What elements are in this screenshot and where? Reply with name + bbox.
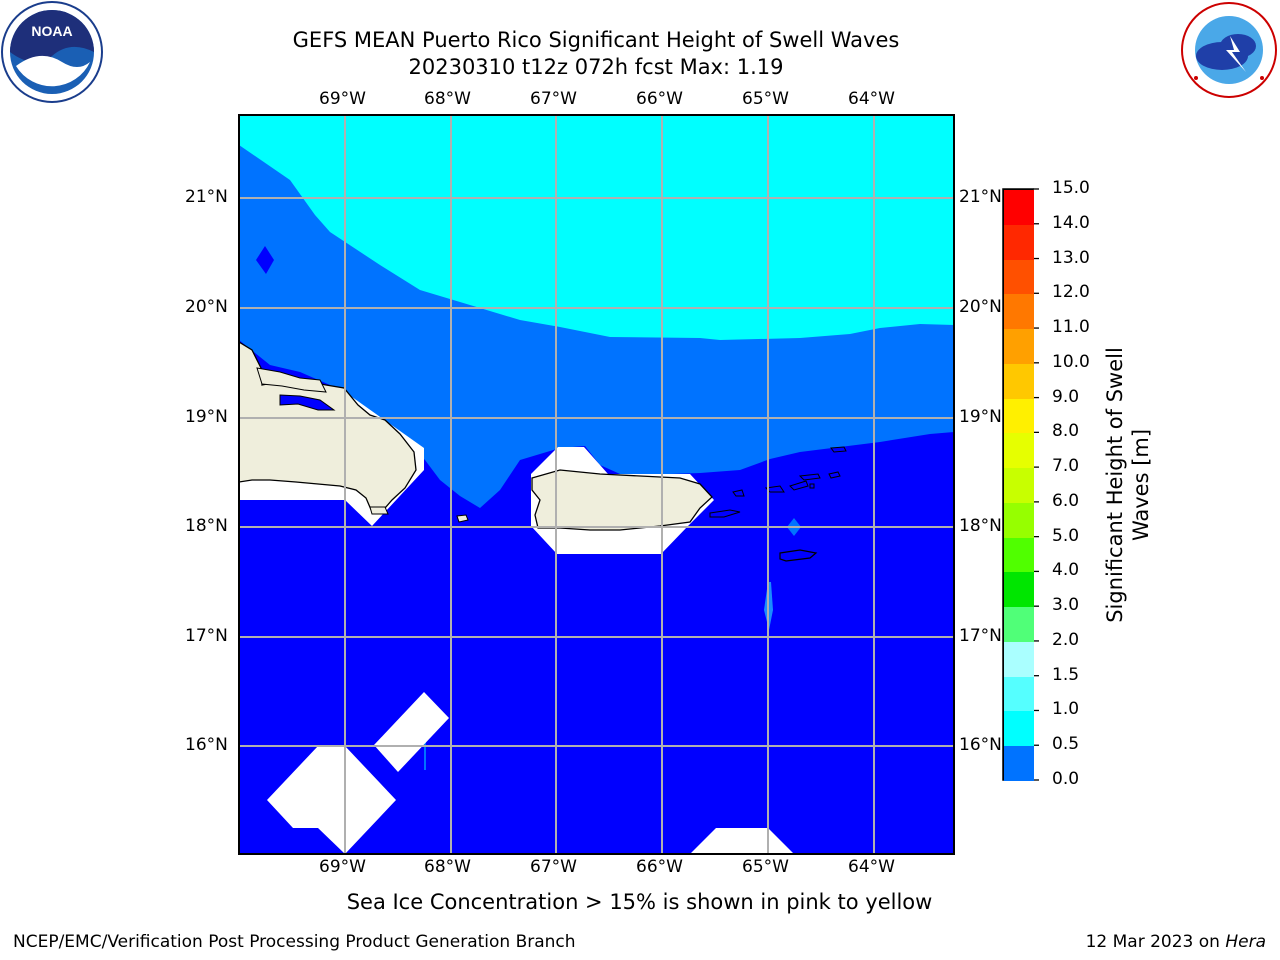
lon-label-top-64w: 64°W bbox=[848, 89, 895, 109]
colorbar-swatch-cover bbox=[1004, 537, 1034, 573]
colorbar-tick-label: 3.0 bbox=[1052, 595, 1080, 616]
contour-band-1-0-1-5 bbox=[239, 115, 954, 340]
lat-label-right-19n: 19°N bbox=[959, 407, 1002, 427]
footer-machine: Hera bbox=[1225, 932, 1266, 952]
swell-map bbox=[239, 115, 954, 854]
colorbar-swatch-cover bbox=[1004, 607, 1034, 643]
nws-logo bbox=[1181, 2, 1277, 98]
map-frame bbox=[238, 114, 955, 855]
colorbar-swatch-cover bbox=[1004, 641, 1034, 678]
masked-south-2 bbox=[267, 746, 396, 854]
colorbar-tick-label: 7.0 bbox=[1052, 456, 1080, 477]
colorbar-tick-label: 4.0 bbox=[1052, 560, 1080, 581]
colorbar-tick-label: 11.0 bbox=[1052, 317, 1090, 338]
colorbar-swatch-cover bbox=[1004, 676, 1034, 712]
lon-label-top-66w: 66°W bbox=[636, 89, 683, 109]
colorbar-tick-label: 1.5 bbox=[1052, 664, 1080, 685]
colorbar-tick-label: 15.0 bbox=[1052, 178, 1090, 198]
colorbar-tick-label: 0.5 bbox=[1052, 734, 1080, 755]
puerto-rico-land bbox=[531, 469, 713, 531]
colorbar-overlay bbox=[1003, 189, 1034, 782]
sea-ice-note: Sea Ice Concentration > 15% is shown in … bbox=[346, 890, 933, 914]
lat-label-left-18n: 18°N bbox=[185, 516, 228, 536]
colorbar-label-line1: Significant Height of Swell bbox=[1103, 347, 1127, 623]
lon-label-bottom-66w: 66°W bbox=[636, 857, 683, 877]
noaa-logo: NOAA bbox=[1, 1, 103, 103]
colorbar-swatch-cover bbox=[1004, 259, 1034, 295]
noaa-logo-text: NOAA bbox=[31, 23, 72, 39]
lat-label-left-17n: 17°N bbox=[185, 626, 228, 646]
colorbar-swatch-cover bbox=[1004, 224, 1034, 260]
lon-label-top-69w: 69°W bbox=[319, 89, 366, 109]
lon-label-bottom-64w: 64°W bbox=[848, 857, 895, 877]
colorbar-swatch-cover bbox=[1004, 746, 1034, 782]
colorbar-swatch-cover bbox=[1004, 433, 1034, 469]
colorbar-label-line2: Waves [m] bbox=[1129, 428, 1153, 542]
chart-title: GEFS MEAN Puerto Rico Significant Height… bbox=[292, 28, 900, 52]
swell-thin-streak bbox=[424, 742, 426, 770]
lat-label-right-18n: 18°N bbox=[959, 516, 1002, 536]
colorbar-tick-label: 14.0 bbox=[1052, 212, 1090, 233]
lon-label-bottom-68w: 68°W bbox=[424, 857, 471, 877]
colorbar-tick-label: 0.0 bbox=[1052, 769, 1080, 789]
colorbar-swatch-cover bbox=[1004, 468, 1034, 504]
colorbar-swatch-cover bbox=[1004, 502, 1034, 539]
colorbar-tick-label: 9.0 bbox=[1052, 386, 1080, 407]
colorbar-tick-label: 1.0 bbox=[1052, 699, 1080, 720]
colorbar-swatch-cover bbox=[1004, 190, 1034, 226]
colorbar-tick-label: 10.0 bbox=[1052, 351, 1090, 372]
colorbar-swatch-cover bbox=[1004, 398, 1034, 434]
colorbar-tick-label: 6.0 bbox=[1052, 490, 1080, 511]
colorbar-swatch-cover bbox=[1004, 572, 1034, 608]
lon-label-bottom-69w: 69°W bbox=[319, 857, 366, 877]
lat-label-right-21n: 21°N bbox=[959, 187, 1002, 207]
colorbar-swatch-cover bbox=[1004, 363, 1034, 400]
lon-label-bottom-65w: 65°W bbox=[742, 857, 789, 877]
colorbar-tick-label: 8.0 bbox=[1052, 421, 1080, 442]
lat-label-left-21n: 21°N bbox=[185, 187, 228, 207]
lat-label-right-17n: 17°N bbox=[959, 626, 1002, 646]
footer-date: 12 Mar 2023 on Hera bbox=[1085, 932, 1266, 952]
lat-label-left-19n: 19°N bbox=[185, 407, 228, 427]
colorbar-swatch-cover bbox=[1004, 294, 1034, 330]
footer-branch: NCEP/EMC/Verification Post Processing Pr… bbox=[13, 932, 576, 952]
lon-label-top-68w: 68°W bbox=[424, 89, 471, 109]
colorbar-tick-label: 12.0 bbox=[1052, 282, 1090, 303]
lat-label-right-16n: 16°N bbox=[959, 735, 1002, 755]
colorbar-tick-label: 5.0 bbox=[1052, 525, 1080, 546]
gridlines bbox=[239, 115, 954, 854]
colorbar-tick-label: 13.0 bbox=[1052, 247, 1090, 268]
colorbar-tick-label: 2.0 bbox=[1052, 629, 1080, 650]
lon-label-top-67w: 67°W bbox=[530, 89, 577, 109]
lat-label-left-20n: 20°N bbox=[185, 297, 228, 317]
lat-label-right-20n: 20°N bbox=[959, 297, 1002, 317]
colorbar-swatch-cover bbox=[1004, 329, 1034, 365]
lon-label-top-65w: 65°W bbox=[742, 89, 789, 109]
low-swell-spot bbox=[256, 246, 274, 274]
lat-label-left-16n: 16°N bbox=[185, 735, 228, 755]
chart-subtitle: 20230310 t12z 072h fcst Max: 1.19 bbox=[408, 55, 784, 79]
colorbar-swatch-cover bbox=[1004, 711, 1034, 747]
lon-label-bottom-67w: 67°W bbox=[530, 857, 577, 877]
masked-south-1 bbox=[374, 692, 449, 772]
